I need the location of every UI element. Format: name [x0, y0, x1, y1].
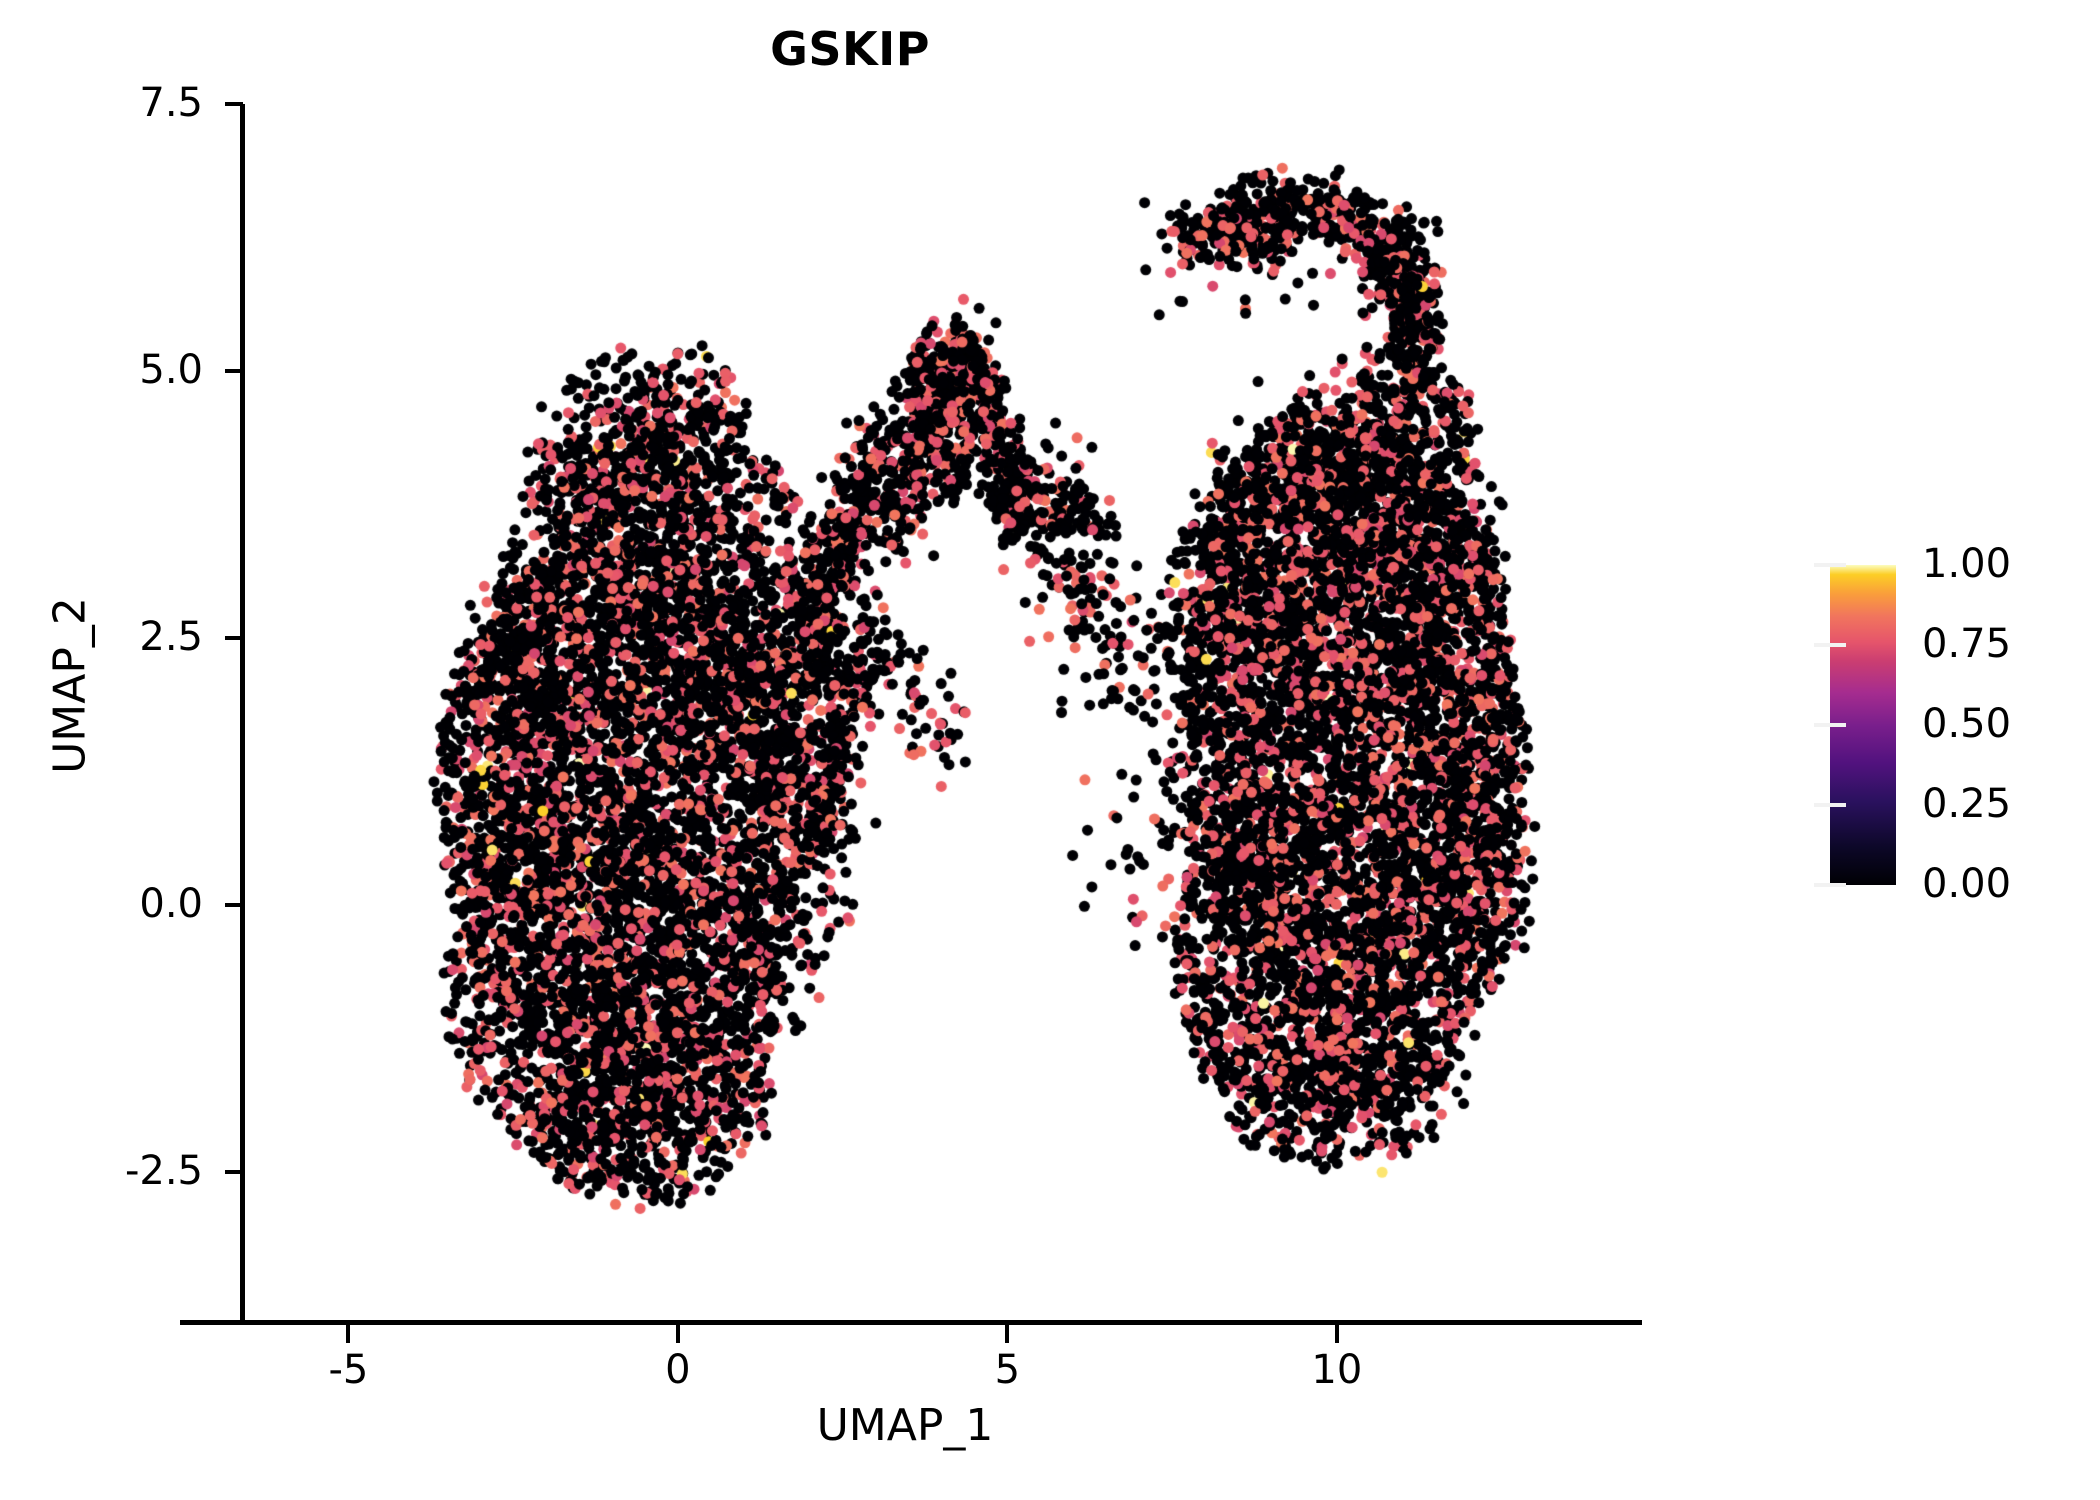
colorbar-tick-label: 0.00 — [1922, 861, 2012, 907]
plot-axes — [243, 104, 1640, 1322]
colorbar-tick-mark — [1814, 643, 1830, 647]
y-tick-mark — [225, 102, 243, 106]
colorbar-tick-label: 0.50 — [1922, 701, 2012, 747]
x-axis-spine — [180, 1320, 1642, 1325]
y-tick-mark — [225, 636, 243, 641]
x-tick-mark — [675, 1325, 680, 1343]
y-axis-spine — [240, 104, 245, 1324]
y-tick-label: 5.0 — [139, 347, 203, 394]
x-tick-mark — [346, 1325, 351, 1343]
y-axis-label: UMAP_2 — [44, 597, 96, 774]
scatter-points-layer — [243, 104, 1640, 1322]
colorbar-tick-mark — [1830, 563, 1846, 567]
colorbar-tick-label: 0.25 — [1922, 781, 2012, 827]
x-tick-label: 5 — [994, 1347, 1021, 1393]
y-tick-label: 2.5 — [139, 614, 203, 661]
x-axis-label: UMAP_1 — [816, 1400, 994, 1451]
colorbar-tick-mark — [1830, 643, 1846, 647]
colorbar-tick-mark — [1814, 803, 1830, 807]
colorbar-tick-label: 0.75 — [1922, 621, 2012, 667]
x-tick-label: 10 — [1311, 1347, 1363, 1393]
y-tick-label: -2.5 — [124, 1148, 203, 1195]
colorbar-tick-mark — [1814, 723, 1830, 727]
page-title: GSKIP — [770, 22, 930, 76]
x-tick-label: 0 — [665, 1347, 691, 1393]
colorbar-tick-mark — [1830, 803, 1846, 807]
y-tick-label: 0.0 — [139, 881, 203, 928]
colorbar-tick-mark — [1830, 723, 1846, 727]
x-tick-label: -5 — [328, 1347, 369, 1393]
colorbar-tick-label: 1.00 — [1922, 541, 2012, 587]
x-tick-mark — [1005, 1325, 1010, 1343]
colorbar-tick-mark — [1814, 883, 1830, 887]
y-tick-label: 7.5 — [139, 80, 203, 126]
y-tick-mark — [225, 369, 243, 374]
x-tick-mark — [1334, 1325, 1339, 1343]
y-tick-mark — [225, 903, 243, 908]
y-tick-mark — [225, 1170, 243, 1175]
colorbar-tick-mark — [1830, 883, 1846, 887]
colorbar-tick-mark — [1814, 563, 1830, 567]
